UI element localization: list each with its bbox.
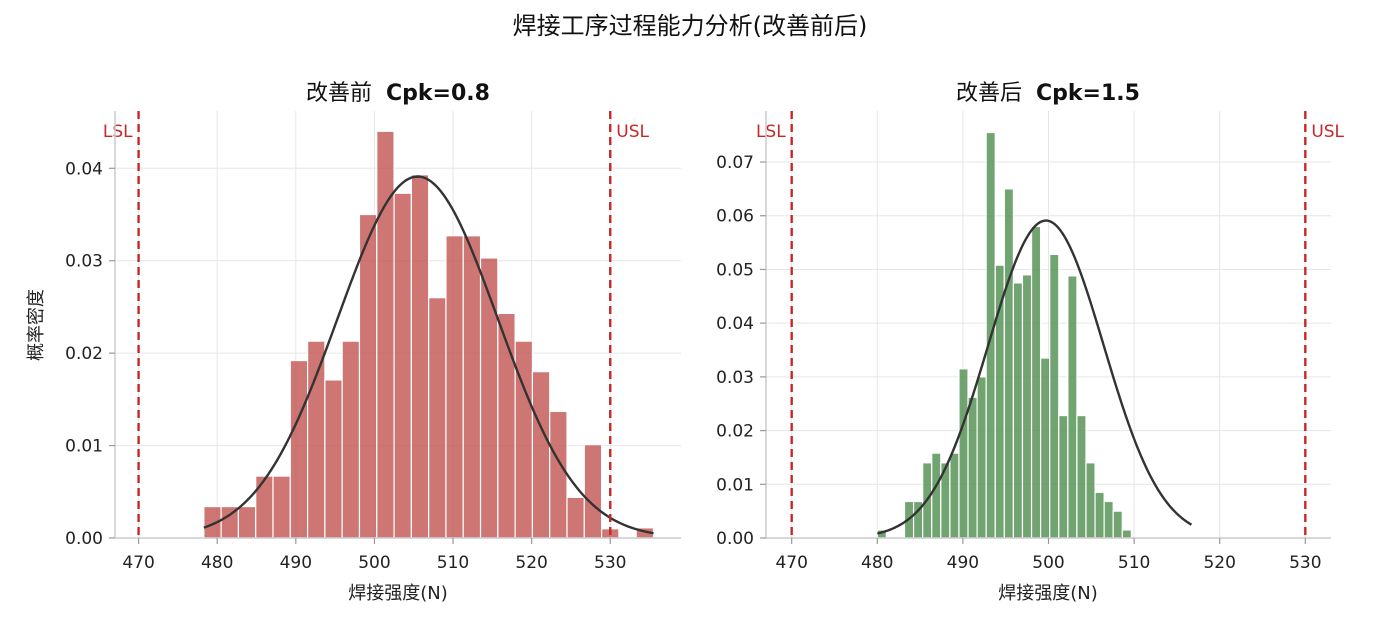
histogram-bar [958, 368, 969, 539]
panel-after: 改善后 Cpk=1.5 LSL USL 470 480 490 500 510 520 530… [716, 81, 1344, 604]
histogram-bar [1067, 275, 1078, 539]
panel-after-lsl-label: LSL [756, 122, 786, 142]
panel-before-normal-curve [203, 175, 654, 535]
histogram-bar [289, 359, 309, 539]
x-tick-label: 520 [515, 553, 547, 573]
y-tick-label: 0.05 [716, 260, 754, 280]
x-tick-label: 500 [358, 553, 390, 573]
x-tick-label: 500 [1032, 553, 1064, 573]
y-tick-label: 0.00 [716, 529, 754, 549]
panel-after-bars [876, 131, 1132, 539]
panel-before-cpk: Cpk=0.8 [386, 81, 490, 106]
y-tick-label: 0.01 [716, 475, 754, 495]
histogram-bar [1103, 500, 1114, 539]
panel-after-title: 改善后 Cpk=1.5 [956, 81, 1140, 106]
histogram-bar [462, 235, 482, 539]
y-tick-label: 0.00 [65, 529, 103, 549]
panel-before-xlabel: 焊接强度(N) [348, 583, 448, 604]
histogram-bar [445, 235, 464, 539]
histogram-bar [1058, 414, 1069, 539]
panel-after-usl-label: USL [1311, 122, 1344, 142]
histogram-bar [931, 452, 942, 539]
panel-before-usl-label: USL [616, 122, 649, 142]
x-tick-label: 470 [122, 553, 154, 573]
y-tick-label: 0.01 [65, 437, 103, 457]
panel-after-cpk: Cpk=1.5 [1036, 81, 1140, 106]
y-tick-label: 0.02 [716, 422, 754, 442]
histogram-bar [1049, 253, 1060, 539]
x-tick-label: 520 [1203, 553, 1235, 573]
histogram-bar [976, 376, 987, 539]
histogram-bar [1076, 414, 1087, 539]
y-tick-label: 0.07 [716, 153, 754, 173]
x-tick-label: 490 [947, 553, 979, 573]
histogram-bar [1112, 510, 1123, 539]
panel-before-xticks: 470 480 490 500 510 520 530 [122, 538, 626, 573]
histogram-bar [479, 257, 499, 539]
histogram-bar [1040, 357, 1051, 539]
histogram-bar [1003, 188, 1015, 539]
histogram-bar [324, 379, 343, 539]
y-tick-label: 0.03 [65, 252, 103, 272]
histogram-bar [1021, 274, 1033, 539]
histogram-bar [1094, 491, 1105, 539]
panel-before-lsl-label: LSL [103, 122, 133, 142]
y-tick-label: 0.06 [716, 207, 754, 227]
panel-before-title: 改善前 Cpk=0.8 [306, 81, 490, 106]
panel-after-normal-curve [877, 219, 1193, 535]
x-tick-label: 470 [775, 553, 807, 573]
histogram-bar [428, 297, 447, 539]
histogram-bar [306, 340, 326, 539]
figure-title: 焊接工序过程能力分析(改善前后) [513, 12, 868, 40]
y-tick-label: 0.04 [65, 159, 103, 179]
histogram-bar [410, 174, 430, 539]
histogram-bar [1012, 282, 1024, 539]
histogram-bar [549, 410, 568, 539]
x-tick-label: 490 [280, 553, 312, 573]
panel-after-yticks: 0.00 0.01 0.02 0.03 0.04 0.05 0.06 0.07 [716, 153, 766, 549]
histogram-bar [1121, 529, 1132, 539]
histogram-bar [949, 452, 960, 539]
panel-before-yticks: 0.00 0.01 0.02 0.03 0.04 [65, 159, 115, 549]
histogram-bar [272, 475, 291, 539]
histogram-bar [358, 213, 378, 539]
histogram-bar [341, 340, 361, 539]
panel-before: 改善前 Cpk=0.8 LSL USL 470 480 490 500 510 520 530… [26, 81, 681, 604]
panel-before-ylabel: 概率密度 [26, 289, 47, 361]
histogram-bar [583, 444, 603, 539]
histogram-bar [497, 312, 516, 539]
y-tick-label: 0.03 [716, 368, 754, 388]
histogram-bar [967, 396, 978, 539]
y-tick-label: 0.04 [716, 314, 754, 334]
histogram-bar [255, 475, 274, 539]
panel-after-xlabel: 焊接强度(N) [998, 583, 1098, 604]
histogram-bar [376, 130, 395, 539]
panel-before-title-prefix: 改善前 [306, 81, 372, 106]
histogram-bar [237, 505, 257, 539]
x-tick-label: 530 [1289, 553, 1321, 573]
panel-after-xticks: 470 480 490 500 510 520 530 [775, 538, 1322, 573]
histogram-bar [566, 496, 585, 539]
panel-before-bars [203, 130, 655, 539]
histogram-bar [1030, 225, 1042, 539]
panel-after-title-prefix: 改善后 [956, 81, 1022, 106]
histogram-bar [531, 371, 551, 539]
x-tick-label: 480 [201, 553, 233, 573]
x-tick-label: 530 [594, 553, 626, 573]
y-tick-label: 0.02 [65, 344, 103, 364]
x-tick-label: 510 [1118, 553, 1150, 573]
histogram-bar [393, 192, 412, 539]
x-tick-label: 510 [437, 553, 469, 573]
x-tick-label: 480 [861, 553, 893, 573]
histogram-bar [1085, 462, 1096, 539]
